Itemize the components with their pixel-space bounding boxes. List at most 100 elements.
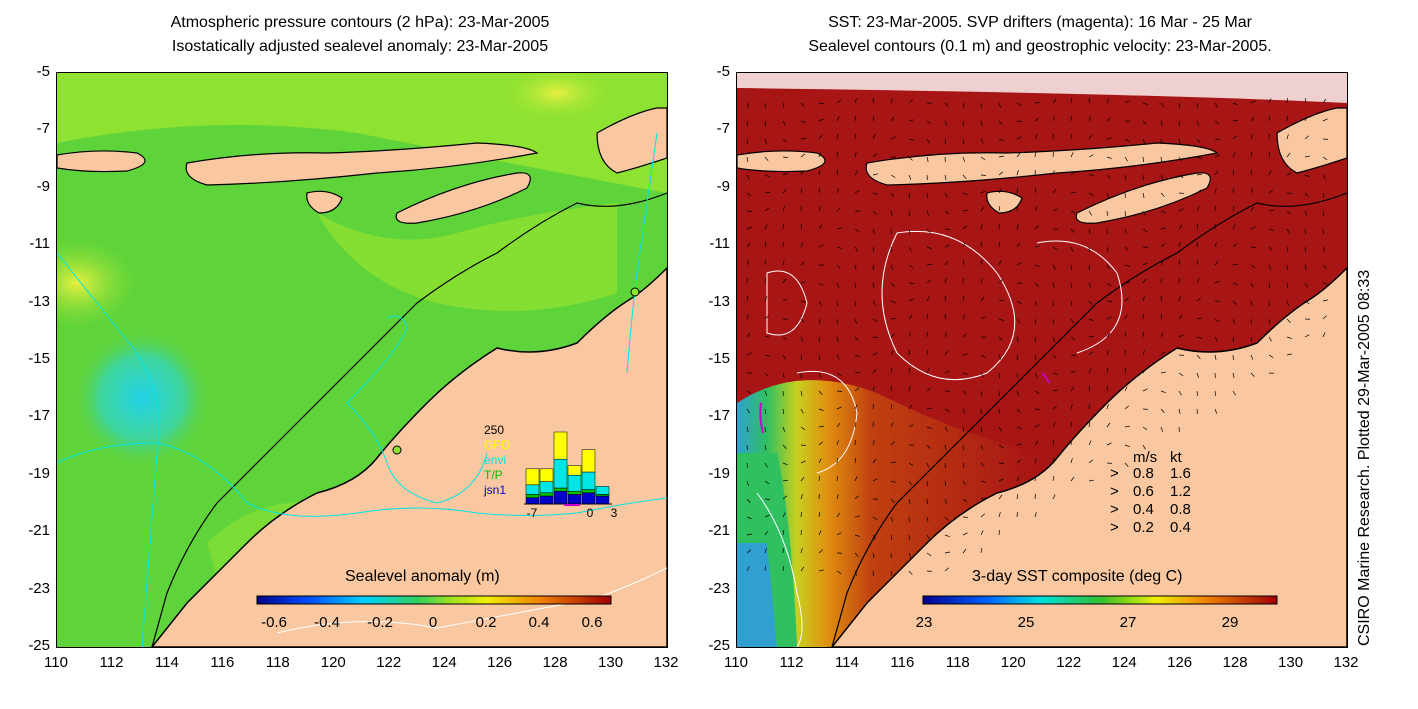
velocity-arrow bbox=[818, 408, 824, 412]
y-tick-label: -7 bbox=[36, 120, 50, 138]
velocity-arrow bbox=[800, 426, 806, 431]
x-tick-label: 112 bbox=[779, 654, 804, 671]
velocity-arrow bbox=[1160, 426, 1164, 432]
velocity-arrow bbox=[836, 227, 842, 230]
velocity-arrow bbox=[854, 495, 859, 500]
x-tick-label: 124 bbox=[1111, 654, 1137, 671]
velocity-arrow bbox=[746, 408, 750, 414]
velocity-arrow bbox=[890, 246, 892, 253]
velocity-arrow bbox=[1250, 264, 1256, 269]
velocity-arrow bbox=[944, 551, 950, 554]
hist-bar-segment bbox=[525, 497, 540, 505]
velocity-arrow bbox=[1178, 334, 1184, 338]
velocity-arrow bbox=[1322, 156, 1328, 161]
velocity-arrow bbox=[1196, 224, 1199, 230]
velocity-arrow bbox=[1106, 442, 1112, 446]
velocity-arrow bbox=[764, 224, 768, 230]
sealevel-colorbar-tick: -0.6 bbox=[261, 614, 287, 631]
velocity-arrow bbox=[1052, 440, 1055, 446]
hist-bar-segment bbox=[553, 490, 568, 505]
island-chain bbox=[185, 142, 539, 186]
velocity-arrow bbox=[890, 192, 894, 198]
velocity-arrow bbox=[926, 156, 929, 162]
velocity-arrow bbox=[764, 372, 769, 377]
velocity-arrow bbox=[926, 210, 929, 216]
velocity-arrow bbox=[998, 512, 1001, 518]
velocity-arrow bbox=[1142, 262, 1148, 266]
velocity-arrow bbox=[1232, 224, 1236, 230]
velocity-arrow bbox=[1088, 116, 1091, 122]
velocity-arrow bbox=[1160, 192, 1165, 197]
y-tick-label: -25 bbox=[708, 637, 730, 654]
velocity-arrow bbox=[1070, 476, 1075, 482]
velocity-arrow bbox=[1106, 422, 1111, 428]
velocity-arrow bbox=[926, 246, 932, 250]
velocity-arrow bbox=[980, 224, 983, 230]
velocity-arrow bbox=[746, 566, 750, 572]
velocity-arrow bbox=[1016, 372, 1018, 379]
x-tick-label: 132 bbox=[653, 654, 679, 671]
velocity-arrow bbox=[854, 115, 856, 122]
velocity-arrow bbox=[746, 426, 749, 432]
velocity-arrow bbox=[746, 314, 749, 320]
velocity-arrow bbox=[764, 156, 769, 162]
velocity-arrow bbox=[962, 174, 967, 179]
velocity-arrow bbox=[1034, 225, 1039, 230]
velocity-arrow bbox=[1052, 208, 1058, 212]
velocity-arrow bbox=[944, 138, 947, 145]
x-tick-label: 122 bbox=[1056, 654, 1082, 671]
velocity-arrow bbox=[1196, 278, 1200, 284]
hist-legend-item: GFO bbox=[484, 438, 510, 452]
velocity-arrow bbox=[872, 352, 878, 356]
velocity-arrow bbox=[926, 263, 932, 266]
velocity-arrow bbox=[872, 210, 877, 215]
velocity-arrow bbox=[782, 156, 789, 158]
velocity-arrow bbox=[1034, 152, 1037, 158]
velocity-arrow bbox=[872, 368, 877, 374]
velocity-arrow bbox=[1178, 296, 1181, 302]
x-tick-label: 116 bbox=[210, 654, 235, 671]
velocity-arrow bbox=[836, 336, 839, 342]
velocity-arrow bbox=[1214, 120, 1220, 125]
velocity-arrow bbox=[1196, 189, 1202, 194]
velocity-arrow bbox=[1052, 354, 1057, 359]
x-tick-label: 118 bbox=[265, 654, 290, 671]
velocity-arrow bbox=[908, 534, 910, 541]
velocity-arrow bbox=[908, 424, 914, 428]
velocity-arrow bbox=[1034, 117, 1040, 122]
sst-map-svg bbox=[737, 73, 1347, 647]
velocity-arrow bbox=[890, 480, 896, 483]
velocity-arrow bbox=[1286, 336, 1292, 339]
velocity-arrow bbox=[1034, 372, 1038, 378]
velocity-arrow bbox=[890, 136, 896, 140]
velocity-arrow bbox=[980, 120, 983, 126]
x-tick-label: 118 bbox=[945, 654, 970, 671]
velocity-arrow bbox=[980, 480, 986, 483]
velocity-arrow bbox=[782, 566, 785, 572]
velocity-arrow bbox=[746, 332, 751, 338]
velocity-arrow bbox=[782, 512, 786, 518]
velocity-arrow bbox=[1232, 263, 1238, 266]
velocity-arrow bbox=[1160, 278, 1163, 284]
velocity-arrow bbox=[818, 244, 824, 248]
velocity-arrow bbox=[782, 336, 788, 340]
left-title-line1: Atmospheric pressure contours (2 hPa): 2… bbox=[170, 14, 550, 31]
velocity-arrow bbox=[1160, 332, 1164, 338]
velocity-arrow bbox=[1034, 318, 1036, 325]
x-tick-label: 120 bbox=[1000, 654, 1026, 671]
sealevel-contour-2 bbox=[766, 270, 808, 336]
velocity-arrow bbox=[1286, 300, 1290, 306]
velocity-arrow bbox=[998, 155, 1004, 158]
y-tick-label: -15 bbox=[708, 350, 730, 367]
velocity-arrow bbox=[1070, 458, 1073, 464]
velocity-arrow bbox=[1124, 281, 1130, 284]
velocity-arrow bbox=[1232, 372, 1235, 378]
velocity-arrow bbox=[782, 495, 788, 500]
white-contour bbox=[276, 567, 667, 634]
velocity-arrow bbox=[1070, 134, 1073, 140]
y-tick-label: -19 bbox=[28, 464, 50, 482]
velocity-arrow bbox=[1088, 154, 1094, 158]
y-tick-label: -9 bbox=[716, 177, 730, 195]
velocity-arrow bbox=[854, 190, 860, 194]
velocity-arrow bbox=[1070, 191, 1076, 194]
